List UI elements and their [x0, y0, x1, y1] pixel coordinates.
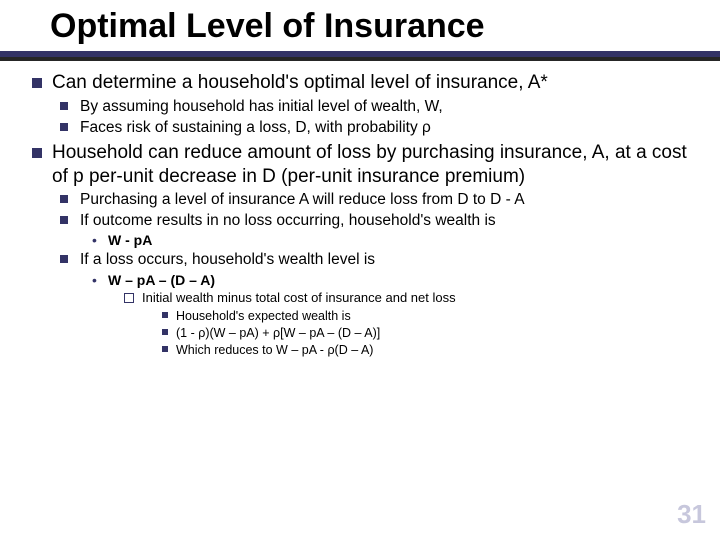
bullet-text: By assuming household has initial level … [80, 98, 443, 115]
bullet-text: Initial wealth minus total cost of insur… [142, 290, 456, 305]
bullet-lvl2: If outcome results in no loss occurring,… [58, 211, 692, 250]
bullet-lvl2: Faces risk of sustaining a loss, D, with… [58, 118, 692, 137]
bullet-text: If outcome results in no loss occurring,… [80, 212, 496, 229]
bullet-lvl5: Which reduces to W – pA - ρ(D – A) [160, 342, 692, 358]
bullet-lvl4: Initial wealth minus total cost of insur… [122, 290, 692, 359]
bullet-text: (1 - ρ)(W – pA) + ρ[W – pA – (D – A)] [176, 326, 380, 340]
title-underline [0, 51, 720, 61]
bullet-lvl2: By assuming household has initial level … [58, 97, 692, 116]
slide: Optimal Level of Insurance Can determine… [0, 0, 720, 540]
page-number: 31 [677, 499, 706, 530]
bullet-lvl3: W - pA [90, 231, 692, 249]
bullet-lvl2: If a loss occurs, household's wealth lev… [58, 250, 692, 358]
bullet-lvl2: Purchasing a level of insurance A will r… [58, 190, 692, 209]
bullet-text: W - pA [108, 232, 152, 248]
content-region: Can determine a household's optimal leve… [0, 71, 720, 358]
bullet-text: If a loss occurs, household's wealth lev… [80, 251, 375, 268]
slide-title: Optimal Level of Insurance [50, 8, 690, 45]
bullet-lvl3: W – pA – (D – A) Initial wealth minus to… [90, 271, 692, 359]
bullet-text: Household's expected wealth is [176, 309, 351, 323]
bullet-text: Household can reduce amount of loss by p… [52, 142, 687, 187]
bullet-text: W – pA – (D – A) [108, 272, 215, 288]
bullet-lvl5: (1 - ρ)(W – pA) + ρ[W – pA – (D – A)] [160, 325, 692, 341]
bullet-text: Which reduces to W – pA - ρ(D – A) [176, 343, 373, 357]
title-region: Optimal Level of Insurance [0, 0, 720, 45]
bullet-lvl1: Household can reduce amount of loss by p… [28, 141, 692, 359]
bullet-lvl5: Household's expected wealth is [160, 308, 692, 324]
bullet-text: Faces risk of sustaining a loss, D, with… [80, 119, 431, 136]
bullet-text: Purchasing a level of insurance A will r… [80, 191, 525, 208]
bullet-text: Can determine a household's optimal leve… [52, 72, 548, 93]
bullet-lvl1: Can determine a household's optimal leve… [28, 71, 692, 137]
